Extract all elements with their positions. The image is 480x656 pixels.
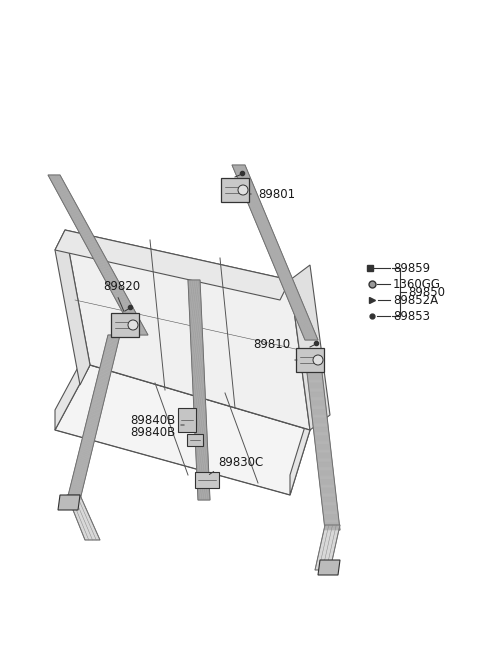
Text: 89820: 89820 bbox=[103, 281, 140, 293]
Polygon shape bbox=[315, 525, 340, 570]
Circle shape bbox=[313, 355, 323, 365]
Polygon shape bbox=[55, 230, 90, 385]
Text: 1360GG: 1360GG bbox=[393, 277, 441, 291]
Text: 89859: 89859 bbox=[393, 262, 430, 274]
Text: 89853: 89853 bbox=[393, 310, 430, 323]
Polygon shape bbox=[55, 365, 310, 495]
Circle shape bbox=[128, 320, 138, 330]
Polygon shape bbox=[67, 495, 100, 540]
Polygon shape bbox=[58, 495, 80, 510]
Polygon shape bbox=[305, 355, 340, 530]
Polygon shape bbox=[55, 345, 90, 430]
Polygon shape bbox=[232, 165, 318, 340]
Polygon shape bbox=[65, 230, 310, 430]
FancyBboxPatch shape bbox=[296, 348, 324, 372]
Text: 89810: 89810 bbox=[253, 338, 290, 352]
FancyBboxPatch shape bbox=[221, 178, 249, 202]
Polygon shape bbox=[188, 280, 210, 500]
Text: 89840B: 89840B bbox=[130, 413, 175, 426]
Polygon shape bbox=[290, 265, 330, 430]
Text: 89830C: 89830C bbox=[218, 457, 263, 470]
Polygon shape bbox=[67, 335, 120, 500]
Text: 89850: 89850 bbox=[408, 285, 445, 298]
Text: 89852A: 89852A bbox=[393, 293, 438, 306]
FancyBboxPatch shape bbox=[195, 472, 219, 488]
FancyBboxPatch shape bbox=[178, 408, 196, 432]
Polygon shape bbox=[318, 560, 340, 575]
Text: 89840B: 89840B bbox=[130, 426, 175, 438]
Text: 89801: 89801 bbox=[258, 188, 295, 201]
FancyBboxPatch shape bbox=[111, 313, 139, 337]
Polygon shape bbox=[290, 410, 310, 495]
Polygon shape bbox=[55, 230, 290, 300]
Circle shape bbox=[238, 185, 248, 195]
FancyBboxPatch shape bbox=[187, 434, 203, 446]
Polygon shape bbox=[48, 175, 148, 335]
